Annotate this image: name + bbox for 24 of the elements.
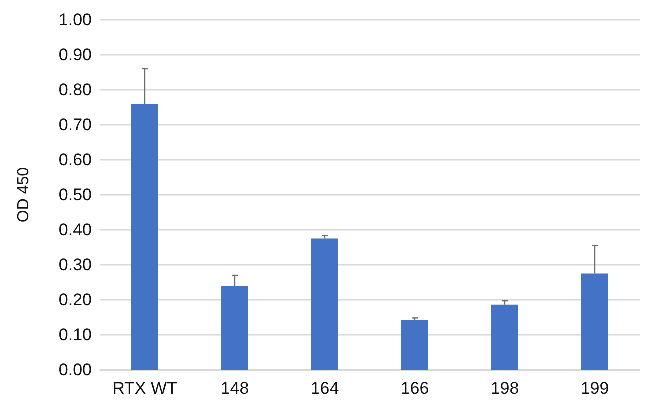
- bar: [312, 238, 338, 370]
- y-tick-label: 0.90: [58, 46, 92, 64]
- bar: [222, 286, 248, 370]
- y-tick-label: 0.00: [58, 360, 92, 380]
- x-tick-label: 198: [490, 379, 520, 398]
- x-tick-label: 148: [220, 379, 250, 398]
- x-tick-label: 199: [580, 379, 610, 398]
- y-axis-title: OD 450: [16, 167, 32, 223]
- y-tick-label: 0.60: [58, 150, 92, 170]
- y-tick-label: 0.30: [58, 256, 92, 274]
- y-tick-label: 0.10: [58, 326, 92, 344]
- x-tick-label: 164: [310, 379, 340, 398]
- x-tick-label: RTX WT: [112, 379, 178, 398]
- y-tick-label: 0.80: [58, 80, 92, 100]
- y-tick-label: 0.50: [58, 186, 92, 204]
- y-tick-label: 0.70: [58, 116, 92, 134]
- y-tick-label: 0.20: [58, 290, 92, 310]
- x-tick-label: 166: [400, 379, 430, 398]
- y-tick-label: 1.00: [58, 10, 92, 30]
- bar: [582, 274, 608, 370]
- bar: [492, 304, 518, 370]
- y-tick-label: 0.40: [58, 220, 92, 240]
- bar: [402, 320, 428, 370]
- bar: [132, 104, 158, 370]
